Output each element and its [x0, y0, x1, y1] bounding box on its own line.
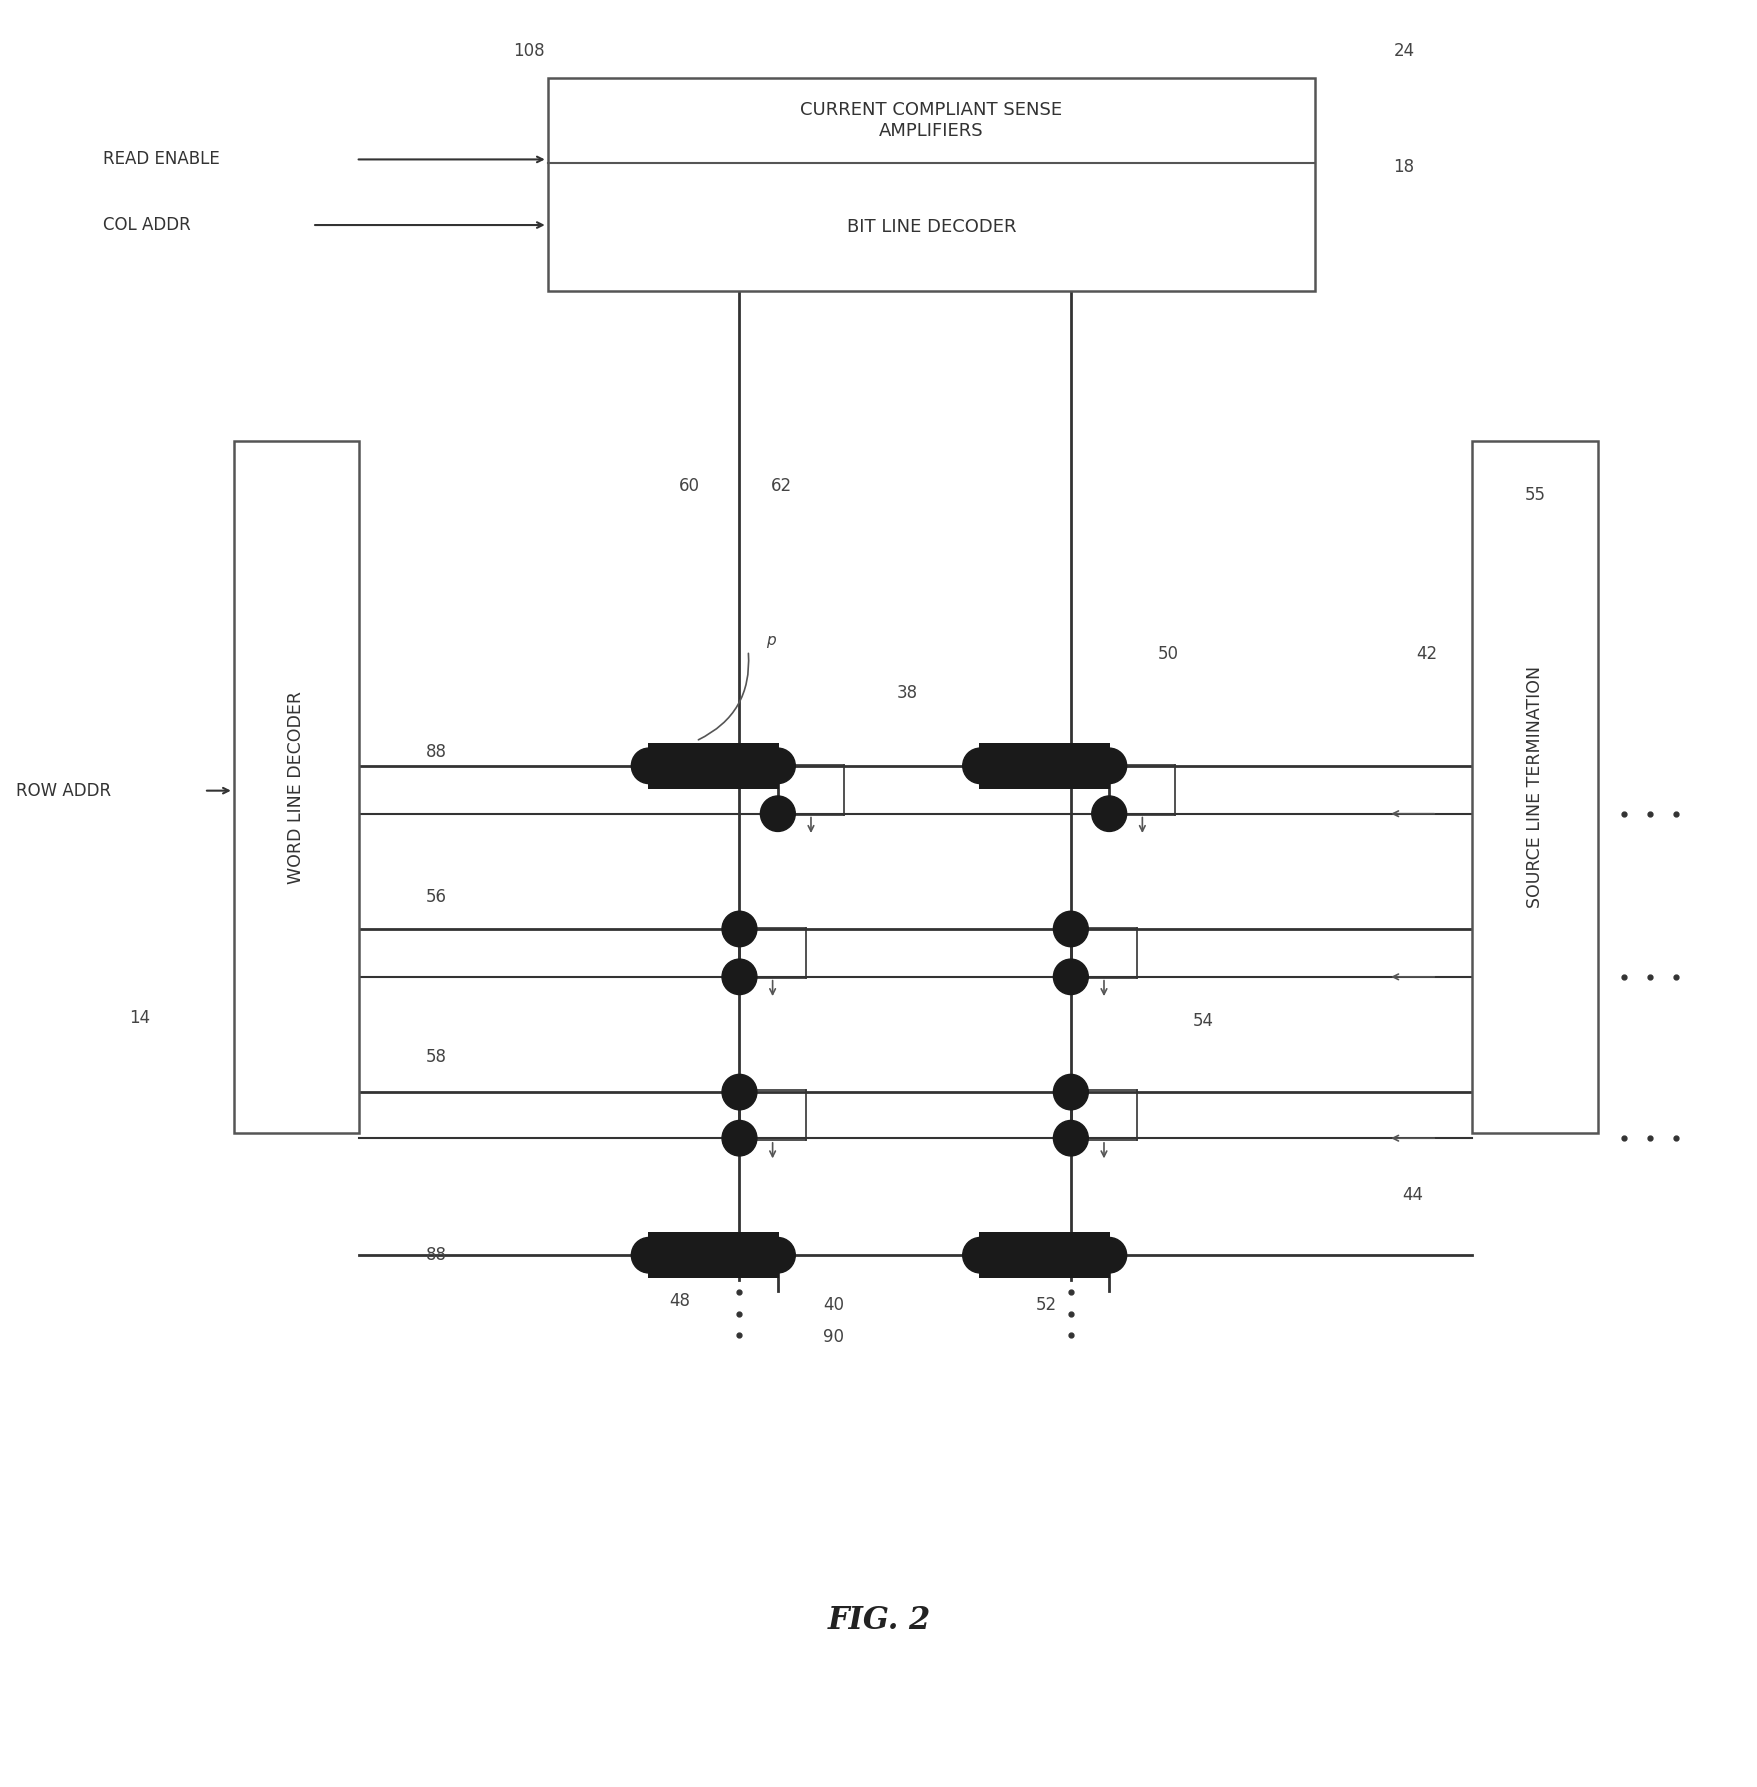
Text: 88: 88 [425, 1246, 446, 1263]
Circle shape [722, 960, 757, 995]
FancyBboxPatch shape [234, 441, 358, 1133]
Text: BIT LINE DECODER: BIT LINE DECODER [847, 218, 1016, 236]
Text: 56: 56 [425, 888, 446, 906]
Circle shape [722, 911, 757, 947]
FancyBboxPatch shape [1471, 441, 1597, 1133]
Circle shape [1091, 795, 1126, 831]
Circle shape [1052, 1120, 1088, 1156]
Circle shape [761, 1237, 794, 1272]
Circle shape [1091, 1237, 1126, 1272]
Circle shape [1091, 749, 1126, 783]
Text: 90: 90 [822, 1328, 843, 1346]
FancyBboxPatch shape [648, 1233, 778, 1278]
Circle shape [1052, 960, 1088, 995]
Text: 60: 60 [678, 477, 699, 495]
Text: 108: 108 [513, 43, 545, 61]
Circle shape [722, 1074, 757, 1110]
Circle shape [963, 1237, 996, 1272]
Text: 50: 50 [1158, 645, 1179, 663]
FancyBboxPatch shape [548, 79, 1314, 291]
Circle shape [963, 749, 996, 783]
Text: 18: 18 [1393, 157, 1414, 175]
FancyBboxPatch shape [979, 1233, 1109, 1278]
Text: p: p [766, 633, 775, 649]
Text: WORD LINE DECODER: WORD LINE DECODER [288, 690, 306, 883]
Text: 38: 38 [896, 684, 917, 702]
Text: 52: 52 [1035, 1296, 1056, 1313]
Text: 42: 42 [1416, 645, 1437, 663]
Text: SOURCE LINE TERMINATION: SOURCE LINE TERMINATION [1525, 667, 1543, 908]
Text: 58: 58 [425, 1047, 446, 1065]
Text: 44: 44 [1402, 1187, 1423, 1204]
Text: CURRENT COMPLIANT SENSE
AMPLIFIERS: CURRENT COMPLIANT SENSE AMPLIFIERS [799, 102, 1061, 139]
Text: 62: 62 [770, 477, 792, 495]
Circle shape [631, 1237, 666, 1272]
Text: ROW ADDR: ROW ADDR [16, 781, 111, 799]
Text: 88: 88 [425, 743, 446, 761]
Text: 55: 55 [1523, 486, 1544, 504]
Circle shape [1052, 1074, 1088, 1110]
Circle shape [631, 749, 666, 783]
Text: READ ENABLE: READ ENABLE [104, 150, 220, 168]
Text: COL ADDR: COL ADDR [104, 216, 190, 234]
Circle shape [722, 1120, 757, 1156]
Text: 24: 24 [1393, 43, 1414, 61]
FancyBboxPatch shape [648, 743, 778, 788]
Text: 14: 14 [128, 1008, 149, 1026]
Text: 40: 40 [822, 1296, 843, 1313]
Text: FIG. 2: FIG. 2 [828, 1605, 929, 1635]
Circle shape [761, 749, 794, 783]
Circle shape [1052, 911, 1088, 947]
Circle shape [761, 795, 794, 831]
FancyBboxPatch shape [979, 743, 1109, 788]
Text: 54: 54 [1193, 1011, 1214, 1029]
Text: 48: 48 [669, 1292, 691, 1310]
